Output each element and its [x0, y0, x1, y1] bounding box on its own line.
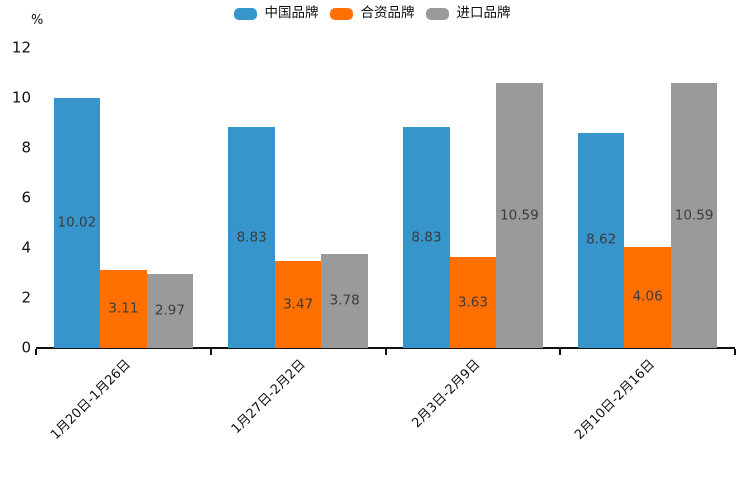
x-axis-tick-mark — [209, 349, 212, 355]
bar: 10.02 — [53, 97, 101, 348]
x-axis-category-label: 2月3日-2月9日 — [409, 357, 484, 432]
bar-value-label: 8.83 — [236, 228, 267, 245]
bar: 10.59 — [496, 83, 543, 348]
bar: 3.63 — [449, 257, 497, 348]
legend-item: 合资品牌 — [329, 5, 415, 21]
bar-value-label: 3.78 — [329, 292, 360, 308]
bar: 3.11 — [100, 270, 147, 348]
x-axis-category-label: 2月10日-2月16日 — [572, 357, 659, 443]
y-axis-tick-label: 12 — [11, 38, 31, 57]
bar: 2.97 — [146, 273, 194, 348]
bar-value-label: 3.47 — [283, 295, 314, 312]
bar: 8.83 — [403, 127, 450, 348]
bar-value-label: 8.62 — [586, 231, 617, 248]
x-axis-tick-mark — [384, 349, 387, 355]
bar: 4.06 — [624, 246, 671, 348]
bar-value-label: 10.59 — [674, 206, 714, 223]
bar-value-label: 8.83 — [411, 228, 442, 245]
bar-value-label: 10.02 — [57, 214, 97, 230]
chart-legend: 中国品牌 合资品牌 进口品牌 — [0, 5, 744, 21]
bar: 8.62 — [577, 132, 625, 348]
bar: 3.78 — [321, 253, 368, 348]
legend-item: 进口品牌 — [425, 5, 511, 21]
legend-item: 中国品牌 — [233, 5, 319, 21]
y-axis-tick-label: 0 — [21, 338, 31, 357]
legend-swatch — [233, 7, 257, 20]
x-axis-category-label: 1月27日-2月2日 — [228, 357, 309, 437]
bar-value-label: 10.59 — [500, 206, 539, 223]
bar-value-label: 2.97 — [154, 302, 185, 319]
bar: 10.59 — [670, 83, 718, 348]
legend-label: 中国品牌 — [264, 5, 319, 21]
y-axis-tick-label: 2 — [21, 288, 31, 307]
x-axis-category-label: 1月20日-1月26日 — [48, 357, 134, 443]
y-axis-tick-label: 6 — [21, 188, 31, 207]
legend-label: 合资品牌 — [360, 5, 415, 21]
x-axis-tick-mark — [559, 349, 562, 355]
x-axis-tick-mark — [734, 349, 736, 355]
bar: 8.83 — [228, 127, 275, 348]
bar: 3.47 — [274, 261, 322, 348]
y-axis-tick-label: 8 — [21, 138, 31, 157]
legend-swatch — [329, 7, 353, 20]
legend-label: 进口品牌 — [456, 5, 511, 21]
y-axis-tick-label: 4 — [21, 238, 31, 257]
bar-value-label: 3.63 — [457, 293, 488, 310]
legend-swatch — [425, 7, 449, 20]
bar-value-label: 4.06 — [632, 288, 663, 305]
bar-value-label: 3.11 — [108, 300, 139, 317]
x-axis-line — [36, 347, 735, 349]
y-axis-tick-label: 10 — [11, 88, 31, 107]
y-axis-unit-label: % — [31, 13, 44, 28]
x-axis-tick-mark — [35, 349, 37, 355]
